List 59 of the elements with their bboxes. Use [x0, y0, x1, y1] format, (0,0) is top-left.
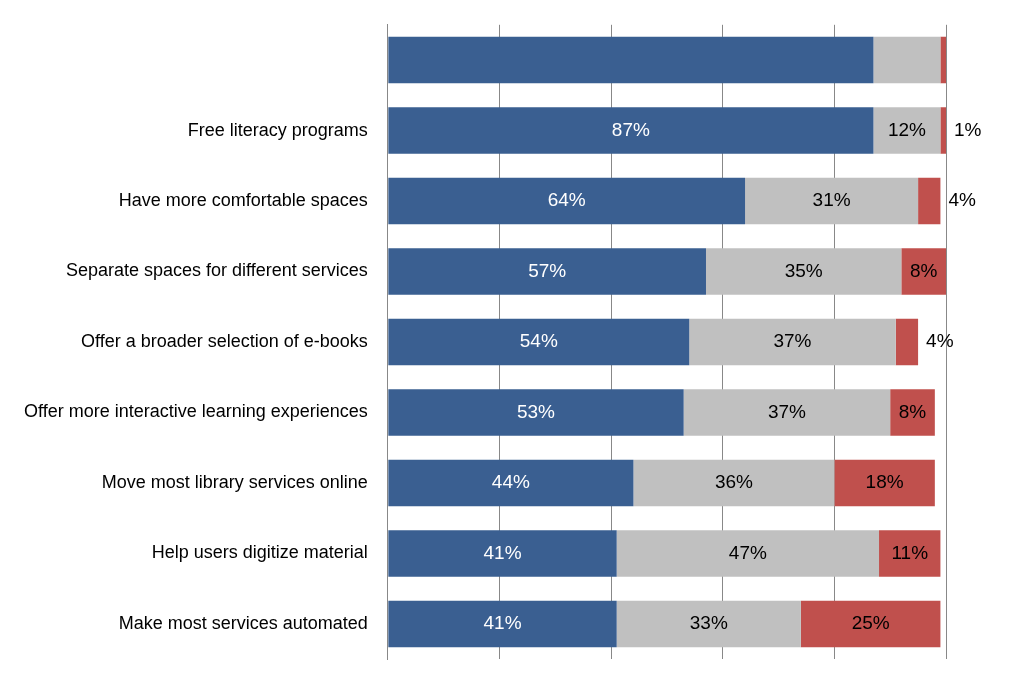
- bar: [834, 459, 935, 507]
- bar: [388, 318, 690, 366]
- data-label: 54%: [519, 330, 558, 352]
- data-label: 12%: [887, 118, 927, 140]
- bar: [633, 459, 835, 507]
- bar: [616, 530, 880, 577]
- data-label: 41%: [483, 612, 522, 634]
- y-tick-label: Free literacy programs: [187, 119, 368, 140]
- bar: [940, 36, 946, 84]
- bar: [388, 389, 684, 436]
- data-label: 33%: [689, 612, 728, 634]
- bar: [873, 36, 941, 84]
- data-label: 4%: [926, 330, 954, 352]
- y-tick-label: Have more comfortable spaces: [118, 189, 368, 210]
- y-tick-label: Offer more interactive learning experiences: [23, 401, 368, 422]
- bar: [901, 248, 946, 295]
- bar: [705, 248, 902, 295]
- data-label: 47%: [728, 541, 767, 563]
- bar: [683, 389, 891, 436]
- bar: [895, 318, 919, 366]
- data-label: 11%: [891, 541, 929, 563]
- data-label: 25%: [851, 612, 890, 634]
- y-tick-label: Help users digitize material: [151, 542, 368, 563]
- data-label: 37%: [767, 400, 807, 422]
- data-label: 4%: [948, 189, 976, 211]
- data-label: 36%: [714, 471, 754, 493]
- bar: [940, 107, 946, 154]
- data-label: 87%: [611, 118, 651, 140]
- bar: [388, 177, 746, 225]
- bar: [689, 318, 896, 366]
- data-label: 1%: [954, 118, 982, 140]
- bar: [879, 530, 941, 577]
- bar: [745, 177, 919, 225]
- bar: [890, 389, 935, 436]
- data-label: 53%: [516, 400, 556, 422]
- data-label: 31%: [812, 189, 851, 211]
- bar: [388, 459, 634, 507]
- data-label: 64%: [547, 189, 586, 211]
- bar: [388, 107, 874, 154]
- data-label: 8%: [898, 400, 927, 422]
- y-tick-label: Move most library services online: [101, 471, 368, 492]
- bar: [388, 248, 706, 295]
- y-tick-label: Make most services automated: [118, 612, 368, 633]
- bar: [918, 177, 941, 225]
- y-tick-label: Offer a broader selection of e-books: [80, 330, 368, 351]
- bar: [388, 36, 874, 84]
- bar: [388, 600, 617, 648]
- data-label: 18%: [865, 471, 904, 493]
- data-label: 57%: [528, 259, 567, 281]
- bar: [616, 600, 801, 648]
- data-label: 35%: [784, 259, 823, 281]
- data-label: 8%: [909, 259, 938, 281]
- y-tick-label: Separate spaces for different services: [66, 260, 368, 281]
- data-label: 37%: [773, 330, 812, 352]
- data-label: 44%: [491, 471, 530, 493]
- bar: [800, 600, 941, 648]
- bar: [873, 107, 941, 154]
- data-label: 41%: [483, 541, 522, 563]
- bar: [388, 530, 617, 577]
